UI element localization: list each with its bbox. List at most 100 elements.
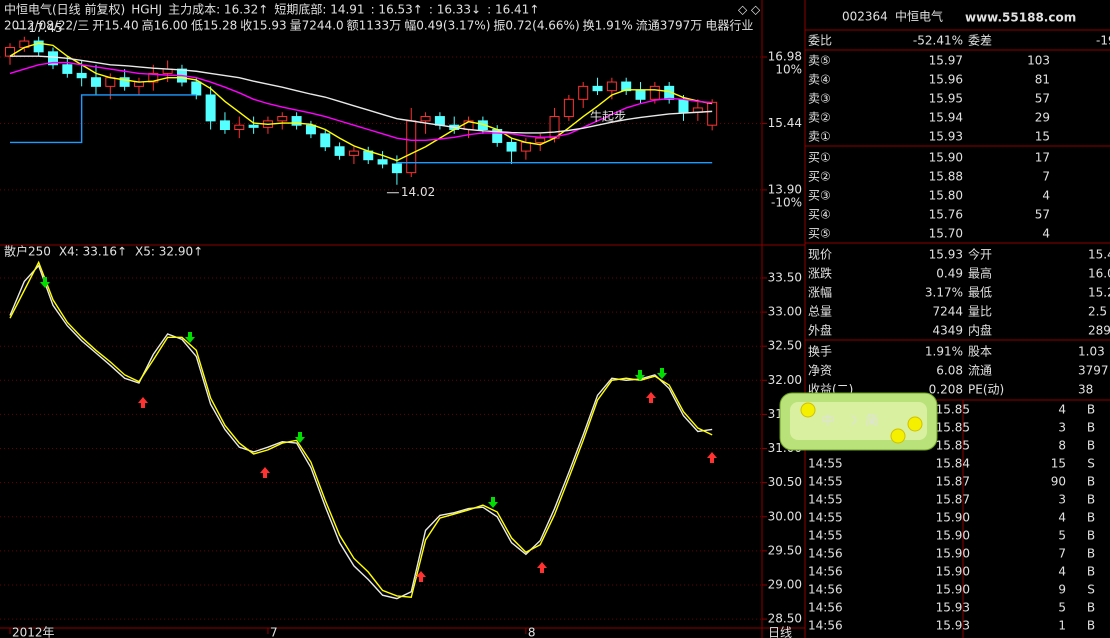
trade-time: 14:55 [808, 529, 843, 543]
value: 0.208 [929, 383, 963, 397]
sell-signal [657, 368, 667, 379]
candle-body [506, 141, 517, 152]
trade-side: B [1087, 475, 1095, 489]
y-tick-label: 33.00 [768, 305, 802, 319]
candle-body [477, 120, 488, 131]
value: 1.91% [925, 345, 963, 359]
candle-body [119, 77, 130, 87]
ime-option[interactable]: 简 [866, 414, 878, 428]
book-price: 15.95 [929, 92, 963, 106]
candle-body [578, 85, 589, 100]
header-item: : 16.53↑ [371, 3, 423, 17]
label: PE(动) [968, 383, 1004, 397]
header-item: 主力成本: 16.32↑ [168, 3, 268, 17]
book-label: 买① [808, 151, 831, 165]
value: 16.0 [1088, 267, 1110, 281]
candle-body [348, 150, 359, 156]
book-price: 15.96 [929, 73, 963, 87]
label: 今开 [968, 247, 992, 262]
quote-item: 振0.72(4.66%) [493, 19, 579, 33]
book-price: 15.93 [929, 130, 963, 144]
candle-body [305, 124, 316, 135]
trade-volume: 3 [1058, 421, 1066, 435]
book-volume: 57 [1035, 208, 1050, 222]
quote-item: 额1133万 [347, 19, 402, 33]
period-label: 日线 [768, 626, 792, 638]
book-price: 15.90 [929, 151, 963, 165]
candle-body [248, 124, 259, 128]
series-line [9, 61, 713, 141]
trade-price: 15.90 [936, 529, 970, 543]
trade-time: 14:55 [808, 457, 843, 471]
value: 3.17% [925, 286, 963, 300]
trade-price: 15.90 [936, 511, 970, 525]
ime-option[interactable]: ☽ [847, 414, 858, 428]
indicator-title: X4: 33.16↑ [59, 245, 127, 259]
trade-side: B [1087, 421, 1095, 435]
quote-item: 低15.28 [191, 19, 237, 33]
trade-price: 15.87 [936, 475, 970, 489]
label: 内盘 [968, 323, 992, 338]
ime-option[interactable]: 中 [822, 413, 834, 428]
series-line [9, 260, 713, 599]
candle-body [33, 40, 44, 53]
value: 1.03 [1078, 345, 1105, 359]
quote-item: 开15.40 [92, 19, 138, 33]
candle-body [520, 141, 531, 152]
book-volume: 57 [1035, 92, 1050, 106]
book-volume: 4 [1042, 227, 1050, 241]
trade-price: 15.90 [936, 565, 970, 579]
candle-body [606, 81, 617, 92]
book-price: 15.70 [929, 227, 963, 241]
buy-signal [537, 562, 547, 573]
trade-time: 14:56 [808, 565, 843, 579]
trade-price: 15.85 [936, 403, 970, 417]
sell-signal [635, 370, 645, 381]
buy-signal [707, 452, 717, 463]
y-tick-label: 16.98 [768, 50, 802, 64]
value: 15.4 [1088, 248, 1110, 262]
value: 6.08 [936, 364, 963, 378]
trade-price: 15.90 [936, 583, 970, 597]
candle-body [406, 120, 417, 174]
book-label: 卖⑤ [808, 54, 831, 68]
trade-time: 14:56 [808, 601, 843, 615]
trade-side: B [1087, 619, 1095, 633]
y-tick-label: 30.00 [768, 509, 802, 523]
candle-body [148, 72, 159, 83]
candle-body [105, 77, 116, 87]
pct-tick-label: -10% [771, 195, 802, 209]
candle-body [635, 90, 646, 100]
label: 委比 [808, 34, 832, 48]
book-price: 15.76 [929, 208, 963, 222]
book-price: 15.88 [929, 170, 963, 184]
trade-volume: 4 [1058, 511, 1066, 525]
value: 289 [1088, 324, 1110, 338]
candle-body [90, 77, 101, 87]
y-tick-label: 30.50 [768, 475, 802, 489]
label: 外盘 [808, 323, 832, 338]
indicator-title: 散户250 [4, 244, 51, 259]
y-tick-label: 33.50 [768, 270, 802, 284]
date-label: 2012年 [12, 626, 55, 638]
y-tick-label: 28.50 [768, 612, 802, 626]
trade-price: 15.93 [936, 601, 970, 615]
book-label: 卖② [808, 111, 831, 125]
candle-body [234, 124, 245, 131]
trade-volume: 5 [1058, 601, 1066, 615]
series-line [9, 42, 713, 162]
candle-body [592, 85, 603, 92]
trade-side: B [1087, 601, 1095, 615]
book-label: 买④ [808, 208, 831, 222]
header-item: 中恒电气(日线 前复权) [4, 2, 125, 17]
book-price: 15.80 [929, 189, 963, 203]
book-volume: 15 [1035, 130, 1050, 144]
y-tick-label: 32.00 [768, 373, 802, 387]
candle-body [391, 163, 402, 174]
stock-code: 002364 [842, 10, 888, 24]
y-tick-label: 29.50 [768, 543, 802, 557]
trade-volume: 1 [1058, 619, 1066, 633]
window-icons[interactable]: ◇ ◇ [738, 3, 761, 17]
value: -52.41% [913, 34, 963, 48]
